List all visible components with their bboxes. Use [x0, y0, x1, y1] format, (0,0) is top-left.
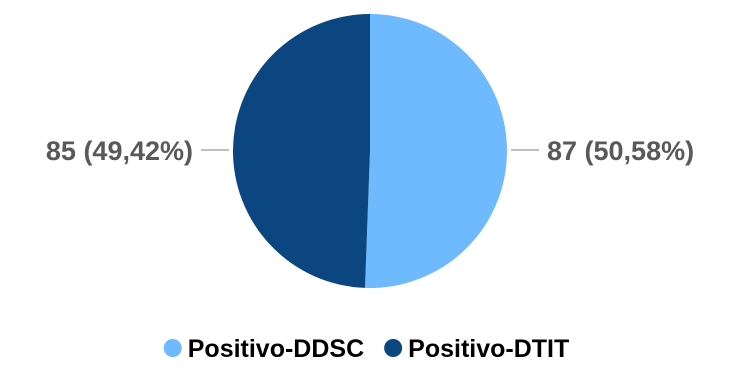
- pie-slices: [232, 14, 507, 288]
- data-label-positivo-dtit: 85 (49,42%): [46, 136, 193, 166]
- legend-label-positivo-dtit: Positivo-DTIT: [408, 335, 569, 363]
- pie-slice-positivo-ddsc: [364, 14, 507, 288]
- legend-label-positivo-ddsc: Positivo-DDSC: [188, 335, 364, 363]
- data-labels: 87 (50,58%) 85 (49,42%): [46, 136, 694, 166]
- legend-marker-positivo-dtit: [384, 339, 403, 357]
- pie-slice-positivo-dtit: [232, 14, 370, 288]
- legend: Positivo-DDSC Positivo-DTIT: [163, 335, 569, 363]
- legend-marker-positivo-ddsc: [163, 339, 182, 357]
- legend-item-positivo-ddsc: Positivo-DDSC: [163, 335, 364, 363]
- legend-item-positivo-dtit: Positivo-DTIT: [384, 335, 569, 363]
- data-label-positivo-ddsc: 87 (50,58%): [547, 136, 694, 166]
